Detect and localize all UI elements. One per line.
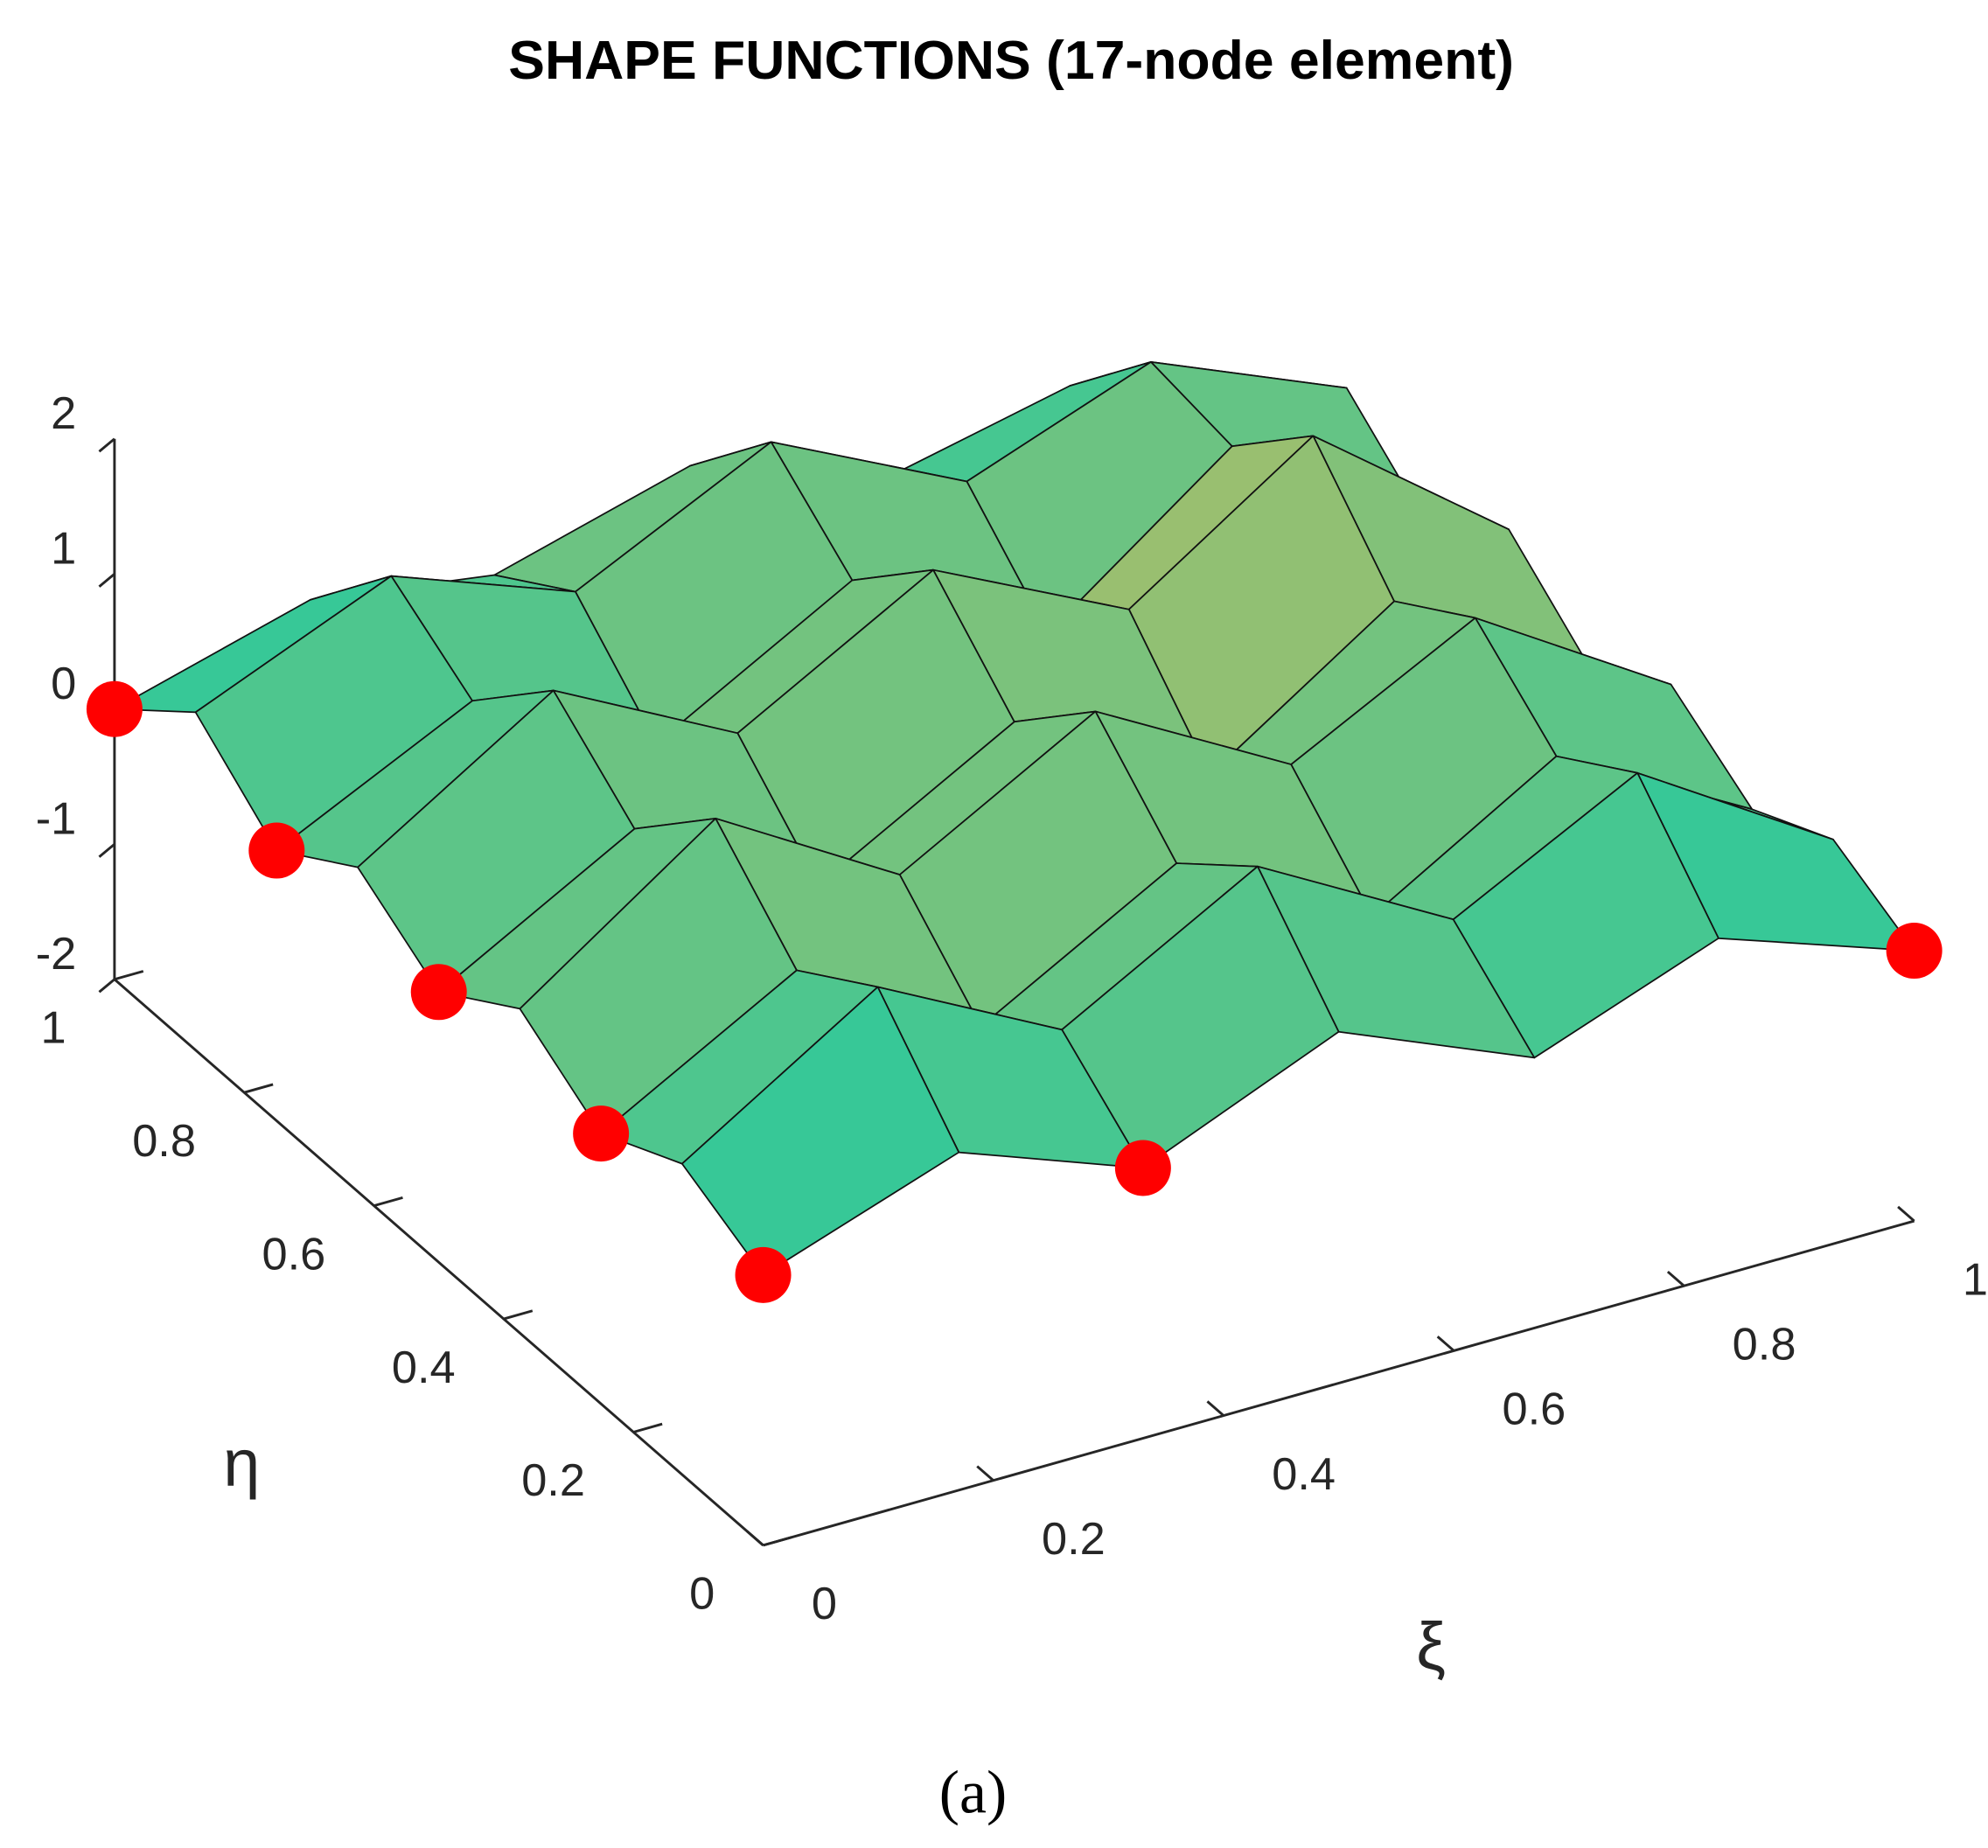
y-tick [763,1536,792,1547]
y-axis-label: η [223,1427,260,1501]
y-axis-line [113,978,764,1546]
node-marker [410,964,467,1021]
node-marker [1886,923,1943,980]
z-tick-label: -2 [36,929,77,980]
x-axis-label: ξ [1416,1610,1446,1684]
x-tick [976,1465,994,1482]
x-tick-label: 0.6 [1502,1384,1566,1435]
z-tick [98,843,115,858]
x-tick-label: 0.2 [1042,1514,1106,1565]
node-marker [248,822,305,879]
x-tick [1436,1335,1455,1352]
node-marker [573,1105,630,1162]
y-tick [373,1196,403,1208]
z-tick-label: 0 [51,659,76,709]
y-tick-label: 0.2 [521,1455,585,1506]
y-tick-label: 1 [41,1002,66,1053]
surface-patch [680,986,960,1276]
z-tick [98,437,115,453]
y-tick [503,1309,534,1321]
z-tick-label: -1 [36,794,77,845]
x-tick-label: 0 [812,1579,837,1629]
y-tick-label: 0.4 [392,1342,456,1393]
x-axis-line [763,1219,1915,1547]
z-tick [98,978,115,994]
y-tick [632,1422,663,1433]
x-tick [1666,1270,1685,1287]
y-tick-label: 0.8 [132,1116,196,1167]
node-marker [1114,1140,1171,1196]
y-tick-label: 0.6 [262,1229,326,1280]
chart-title: SHAPE FUNCTIONS (17-node element) [508,30,1514,91]
x-tick [1206,1400,1224,1417]
x-tick [1897,1205,1915,1223]
panel-label: (a) [939,1759,1007,1826]
z-tick-label: 1 [51,524,76,575]
node-marker [735,1246,792,1303]
x-tick-label: 0.4 [1272,1449,1336,1500]
x-tick-label: 1 [1963,1254,1988,1305]
z-tick [98,573,115,588]
y-tick [114,970,144,981]
node-marker [86,680,143,737]
y-tick-label: 0 [689,1569,715,1620]
z-tick-label: 2 [51,388,76,439]
y-tick [243,1083,274,1094]
x-tick-label: 0.8 [1733,1320,1796,1370]
x-tick [746,1530,764,1546]
